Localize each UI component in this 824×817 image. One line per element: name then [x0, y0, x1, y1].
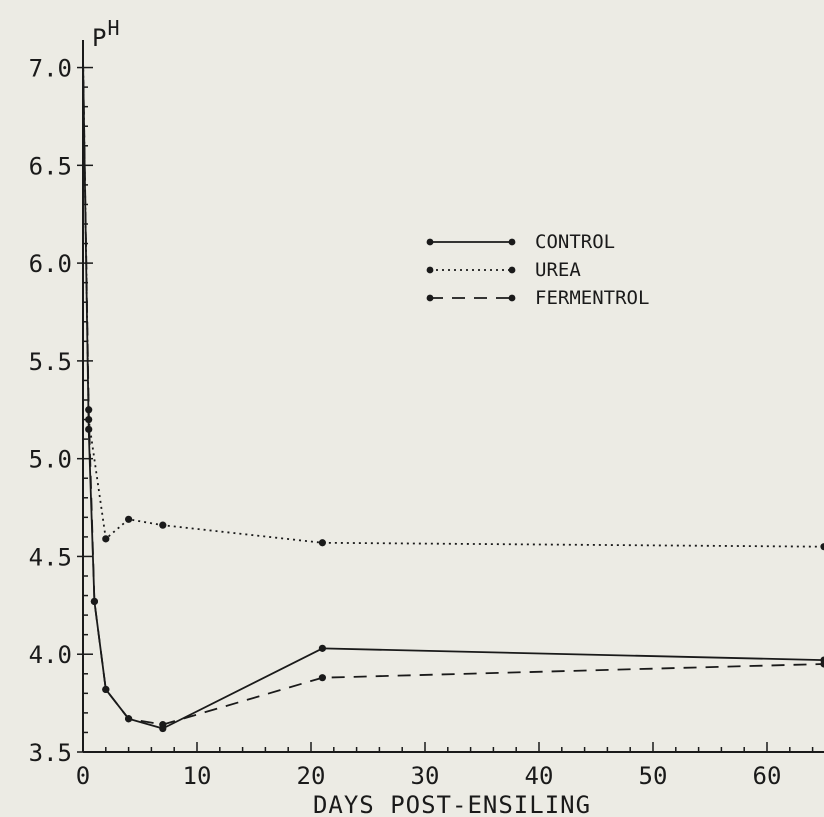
x-tick-label: 30	[411, 762, 440, 790]
series-line-fermentrol	[82, 57, 824, 726]
y-tick-label: 5.5	[29, 348, 72, 376]
series-line-urea	[82, 57, 824, 548]
y-axis-title: PH	[92, 16, 121, 52]
y-tick-label: 5.0	[29, 446, 72, 474]
y-tick-label: 3.5	[29, 739, 72, 767]
x-tick-label: 0	[76, 762, 90, 790]
y-tick-label: 4.0	[29, 641, 72, 669]
y-tick-label: 7.0	[29, 55, 72, 83]
legend-marker	[508, 266, 516, 274]
data-point-fermentrol	[820, 660, 824, 668]
data-point-urea	[820, 543, 824, 551]
data-point-urea	[318, 539, 326, 547]
legend: CONTROL UREA FERMENTROL	[426, 231, 649, 309]
legend-marker	[426, 238, 434, 246]
data-point-fermentrol	[125, 715, 133, 723]
legend-label-fermentrol: FERMENTROL	[535, 287, 649, 309]
data-point-urea	[159, 521, 167, 529]
y-tick-label: 6.5	[29, 152, 72, 180]
data-point-fermentrol	[102, 685, 110, 694]
x-axis-title: DAYS POST-ENSILING	[313, 791, 591, 817]
data-point-fermentrol	[85, 406, 93, 414]
legend-marker	[426, 266, 434, 274]
legend-marker	[426, 294, 434, 302]
legend-label-urea: UREA	[535, 259, 581, 281]
series-layer	[82, 57, 824, 733]
series-line-control	[82, 57, 824, 730]
x-tick-label: 20	[297, 762, 326, 790]
y-tick-label: 6.0	[29, 250, 72, 278]
data-point-fermentrol	[90, 597, 98, 606]
legend-marker	[508, 294, 516, 302]
y-tick-label: 4.5	[29, 543, 72, 571]
data-point-fermentrol	[318, 674, 326, 682]
x-tick-label: 10	[183, 762, 212, 790]
x-tick-label: 60	[753, 762, 782, 790]
legend-marker	[508, 238, 516, 246]
data-point-fermentrol	[159, 721, 167, 729]
data-point-urea	[102, 535, 110, 543]
data-point-control	[318, 644, 326, 652]
x-tick-label: 40	[525, 762, 554, 790]
axes: 0 10 20 30 40 50 60 3.5 4.0 4.5 5.0 5.5 6.0 6.5 7.0 DAY…	[29, 16, 824, 817]
legend-label-control: CONTROL	[535, 231, 615, 253]
data-point-urea	[125, 515, 133, 523]
x-tick-label: 50	[639, 762, 668, 790]
